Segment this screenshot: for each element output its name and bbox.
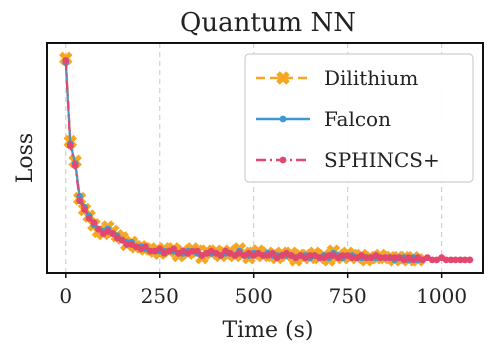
series-sphincs- — [62, 57, 474, 264]
data-point — [452, 256, 459, 264]
legend-marker — [279, 115, 287, 123]
data-point — [156, 245, 164, 253]
x-tick-label: 750 — [329, 284, 367, 308]
chart-title: Quantum NN — [180, 8, 356, 38]
x-tick-label: 500 — [235, 284, 273, 308]
plot-frame — [46, 42, 484, 274]
data-point — [90, 219, 98, 227]
series-layer — [59, 51, 474, 267]
data-point — [76, 197, 84, 205]
data-point — [461, 256, 469, 264]
x-axis-title: Time (s) — [222, 318, 313, 343]
data-point — [170, 245, 178, 253]
data-point — [189, 247, 196, 255]
legend-label: SPHINCS+ — [324, 148, 440, 172]
data-point — [85, 214, 93, 222]
data-point — [95, 225, 102, 233]
data-point — [142, 243, 149, 251]
legend: Dilithium Falcon SPHINCS+ — [244, 53, 474, 183]
data-point — [71, 162, 79, 170]
x-tick-label: 1000 — [416, 284, 467, 308]
x-tick-label: 0 — [59, 284, 72, 308]
data-point — [376, 254, 384, 262]
data-point — [269, 249, 276, 257]
legend-label: Falcon — [324, 107, 391, 131]
y-axis-title: Loss — [13, 133, 38, 183]
data-point — [386, 254, 394, 262]
data-point — [118, 236, 126, 244]
legend-item: SPHINCS+ — [256, 148, 440, 172]
data-point — [66, 142, 74, 150]
legend-marker — [276, 71, 290, 85]
data-point — [442, 256, 450, 264]
data-point — [81, 206, 88, 213]
data-point — [193, 247, 201, 255]
data-point — [348, 254, 356, 262]
legend-label: Dilithium — [324, 66, 418, 90]
data-point — [217, 252, 225, 259]
legend-item: Falcon — [256, 107, 391, 131]
tick-layer: 0 250 500 750 1000 — [59, 273, 467, 308]
legend-box — [244, 53, 474, 183]
data-point — [123, 241, 131, 248]
legend-item: Dilithium — [256, 66, 418, 90]
data-point — [466, 256, 474, 264]
data-point — [339, 252, 347, 259]
legend-marker — [279, 156, 287, 164]
x-tick-label: 250 — [141, 284, 179, 308]
data-point — [62, 57, 70, 64]
data-point — [109, 230, 117, 237]
